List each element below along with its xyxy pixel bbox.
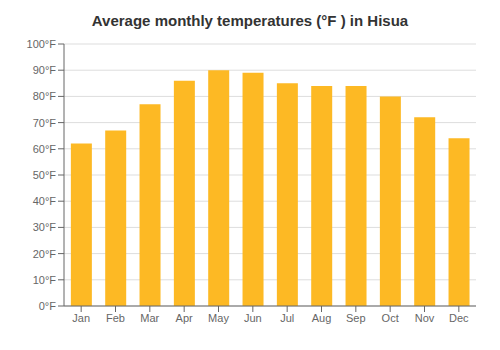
svg-text:70°F: 70°F	[33, 117, 57, 129]
svg-text:Aug: Aug	[312, 312, 332, 324]
svg-text:50°F: 50°F	[33, 169, 57, 181]
svg-text:Jul: Jul	[280, 312, 294, 324]
svg-text:60°F: 60°F	[33, 143, 57, 155]
svg-text:Jan: Jan	[72, 312, 90, 324]
svg-text:Dec: Dec	[449, 312, 469, 324]
svg-text:100°F: 100°F	[27, 38, 57, 50]
svg-text:0°F: 0°F	[39, 300, 57, 312]
svg-text:Feb: Feb	[106, 312, 125, 324]
svg-text:Jun: Jun	[244, 312, 262, 324]
svg-text:Sep: Sep	[346, 312, 366, 324]
svg-text:Nov: Nov	[415, 312, 435, 324]
svg-text:90°F: 90°F	[33, 64, 57, 76]
svg-text:80°F: 80°F	[33, 90, 57, 102]
svg-text:Oct: Oct	[382, 312, 399, 324]
svg-text:May: May	[208, 312, 229, 324]
svg-text:10°F: 10°F	[33, 274, 57, 286]
svg-text:Apr: Apr	[176, 312, 193, 324]
html-text:Average monthly temperatures (: Average monthly temperatures (°F ) in Hi…	[91, 12, 409, 29]
svg-text:40°F: 40°F	[33, 195, 57, 207]
svg-text:30°F: 30°F	[33, 221, 57, 233]
svg-text:20°F: 20°F	[33, 248, 57, 260]
svg-text:Mar: Mar	[140, 312, 159, 324]
